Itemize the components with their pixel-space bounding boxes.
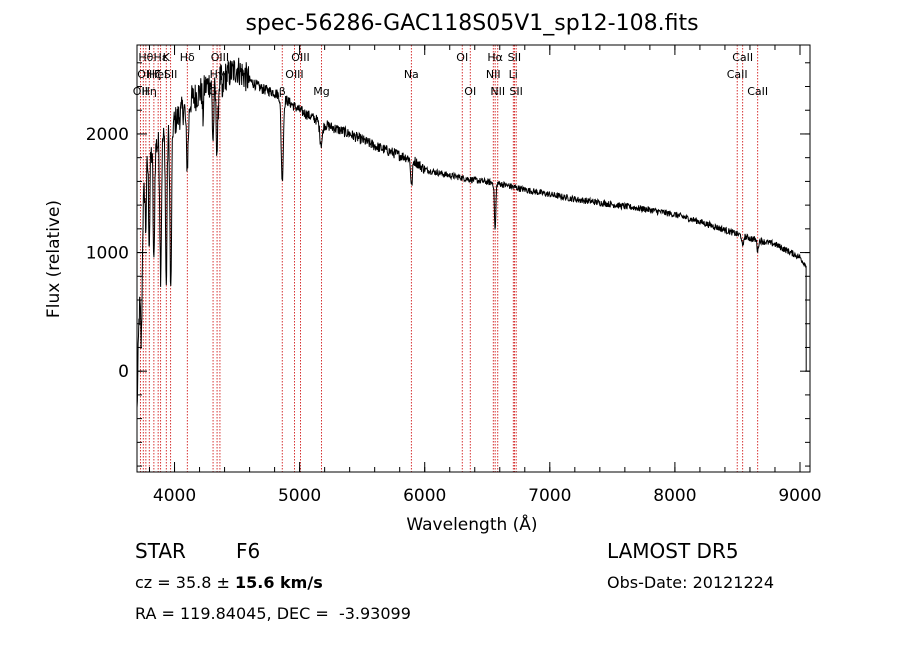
x-tick-label-5: 9000 (778, 486, 821, 506)
line-label-8: SII (164, 68, 177, 81)
obs-date: Obs-Date: 20121224 (607, 573, 775, 592)
line-label-24: SII (508, 51, 521, 64)
line-label-18: OI (456, 51, 468, 64)
line-label-28: CaII (747, 85, 768, 98)
axis-ticks: 4000 5000 6000 7000 8000 9000 0 1000 2000 (86, 45, 822, 506)
x-tick-label-0: 4000 (153, 486, 196, 506)
line-label-11: Hγ (210, 68, 225, 81)
x-tick-label-3: 7000 (528, 486, 571, 506)
line-label-9: Hδ (180, 51, 195, 64)
line-label-21: Hα (487, 51, 503, 64)
line-label-10: G (209, 85, 218, 98)
line-label-6: Hε (154, 51, 168, 64)
line-label-3: Hη (142, 85, 157, 98)
object-subclass: F6 (236, 539, 261, 563)
y-tick-label-2: 2000 (86, 125, 129, 145)
line-label-1: OI (137, 68, 149, 81)
x-tick-label-4: 8000 (653, 486, 696, 506)
line-label-15: OIII (291, 51, 309, 64)
line-label-17: Na (404, 68, 419, 81)
cz-value: 15.6 km/s (234, 573, 323, 592)
object-class: STAR (135, 539, 186, 563)
line-label-19: OI (464, 85, 476, 98)
line-labels: OIIOIHθHηHζHeIHεKSIIHδGHγOIIIβOIIIOIIIMg… (133, 51, 768, 98)
spectrum-line (136, 57, 807, 408)
line-label-16: Mg (313, 85, 329, 98)
x-axis-label: Wavelength (Å) (406, 513, 537, 535)
x-tick-label-2: 6000 (403, 486, 446, 506)
survey-name: LAMOST DR5 (607, 539, 739, 563)
coordinates: RA = 119.84045, DEC = -3.93099 (135, 604, 411, 623)
line-label-4: Hζ (147, 68, 161, 81)
chart-title: spec-56286-GAC118S05V1_sp12-108.fits (245, 11, 698, 36)
line-label-13: β (279, 85, 286, 98)
cz-label: cz = 35.8 (135, 573, 217, 592)
redshift-line: cz = 35.8 ± 15.6 km/s (135, 573, 323, 592)
cz-plus-minus: ± (216, 573, 235, 592)
x-tick-label-1: 5000 (278, 486, 321, 506)
y-tick-label-0: 0 (118, 362, 129, 382)
line-markers (139, 45, 759, 472)
line-label-22: NII (490, 85, 505, 98)
line-label-25: SII (509, 85, 522, 98)
line-label-20: NII (486, 68, 501, 81)
line-label-23: Li (509, 68, 518, 81)
line-label-7: K (163, 51, 171, 64)
line-label-26: CaII (727, 68, 748, 81)
plot-frame (136, 44, 811, 473)
y-axis-label: Flux (relative) (44, 200, 64, 318)
y-tick-label-1: 1000 (86, 244, 129, 264)
line-label-27: CaII (732, 51, 753, 64)
line-label-14: OIII (285, 68, 303, 81)
line-label-12: OIII (211, 51, 229, 64)
line-label-2: Hθ (138, 51, 153, 64)
line-label-5: HeI (149, 68, 167, 81)
